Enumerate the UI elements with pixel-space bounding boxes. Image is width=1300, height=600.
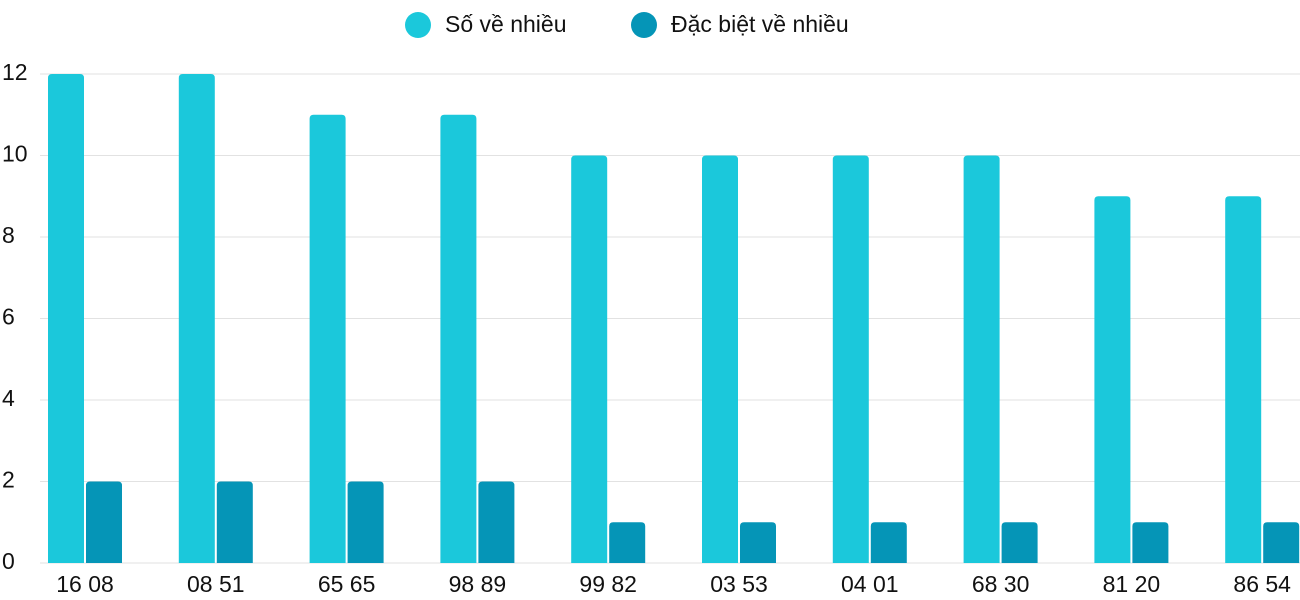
legend-marker	[405, 12, 431, 38]
y-tick-label: 2	[2, 467, 15, 493]
bar	[1225, 196, 1262, 563]
y-tick-label: 8	[2, 222, 15, 248]
bar	[440, 114, 477, 563]
x-tick-label: 98 89	[449, 571, 507, 597]
y-tick-label: 0	[2, 548, 15, 574]
bar	[86, 481, 122, 563]
x-tick-label: 03 53	[710, 571, 768, 597]
bar	[702, 155, 738, 563]
legend-marker	[631, 12, 657, 38]
bar	[1001, 522, 1038, 563]
bar	[870, 522, 907, 563]
bar	[1132, 522, 1169, 563]
bar	[347, 481, 384, 563]
legend-label: Số về nhiều	[445, 11, 566, 37]
x-tick-label: 81 20	[1103, 571, 1161, 597]
x-tick-label: 65 65	[318, 571, 376, 597]
bar	[309, 114, 346, 563]
x-tick-label: 16 08	[56, 571, 114, 597]
y-tick-label: 4	[2, 385, 15, 411]
bar	[478, 481, 515, 563]
bar	[571, 155, 608, 563]
bar	[1263, 522, 1300, 563]
bar	[740, 522, 776, 563]
bar	[178, 74, 215, 563]
x-tick-label: 04 01	[841, 571, 899, 597]
y-tick-label: 10	[2, 141, 28, 167]
bar	[216, 481, 253, 563]
bar	[963, 155, 1000, 563]
bar	[48, 74, 84, 563]
bar	[1094, 196, 1131, 563]
bar	[609, 522, 646, 563]
y-tick-label: 12	[2, 59, 28, 85]
x-tick-label: 86 54	[1233, 571, 1291, 597]
x-tick-label: 08 51	[187, 571, 245, 597]
legend-label: Đặc biệt về nhiều	[671, 11, 849, 37]
x-tick-label: 68 30	[972, 571, 1030, 597]
y-tick-label: 6	[2, 304, 15, 330]
bar	[832, 155, 869, 563]
x-tick-label: 99 82	[579, 571, 637, 597]
